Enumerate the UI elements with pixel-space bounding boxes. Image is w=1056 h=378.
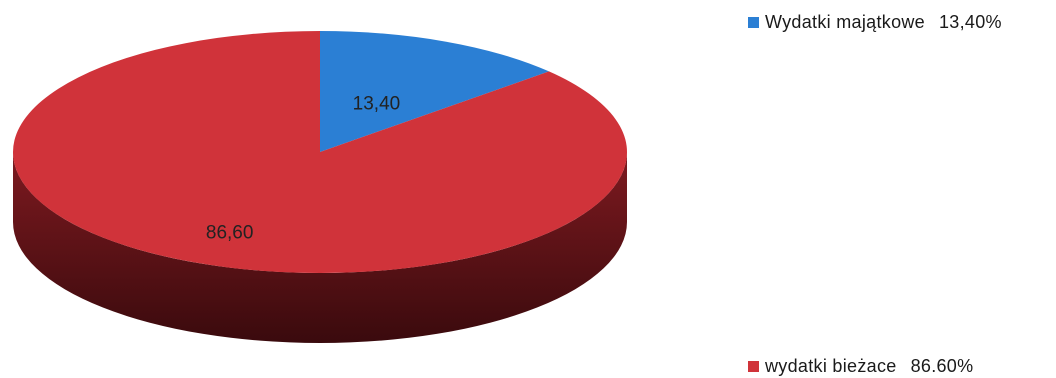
legend-value: 13,40% [939, 12, 1002, 32]
pie-side-1 [13, 152, 627, 343]
slice-label-1: 86,60 [206, 223, 254, 244]
legend-item-wydatki-majatkowe: Wydatki majątkowe 13,40% [748, 12, 1002, 33]
legend-label: wydatki bieżace [765, 356, 897, 376]
legend-value: 86.60% [910, 356, 974, 376]
legend-swatch-blue [748, 17, 759, 28]
pie-slice-0 [320, 31, 550, 152]
legend-item-wydatki-biezace: wydatki bieżace 86.60% [748, 356, 973, 377]
legend-label: Wydatki majątkowe [765, 12, 925, 32]
pie-slice-1 [13, 31, 628, 273]
slice-label-0: 13,40 [353, 93, 401, 114]
legend-swatch-red [748, 361, 759, 372]
